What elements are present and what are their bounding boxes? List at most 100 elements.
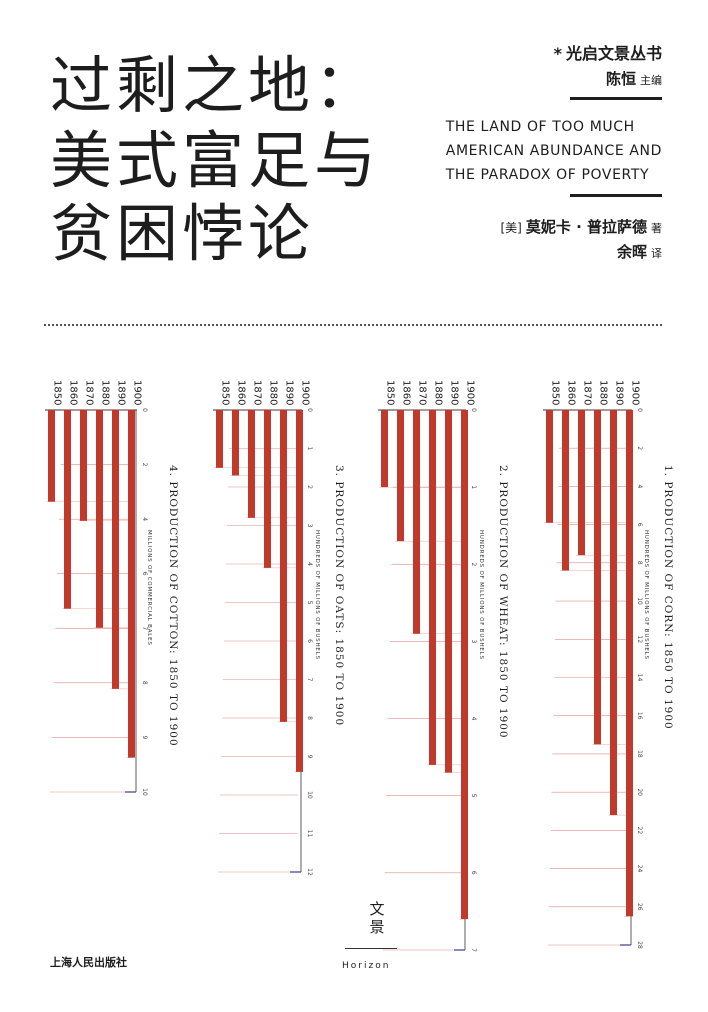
chart-2-ylabel: HUNDREDS OF MILLIONS OF BUSHELS	[314, 530, 320, 660]
chart-3-category-label: 1850	[385, 380, 396, 405]
chart-3-tick-label: 1	[470, 485, 477, 489]
chart-2-category-label: 1850	[220, 380, 231, 405]
chart-2-tick-label: 3	[306, 524, 313, 528]
chart-3-category-label: 1890	[449, 380, 460, 405]
chart-2-tick-label: 6	[306, 639, 313, 643]
author-credit: [美] 莫妮卡 · 普拉萨德著	[500, 216, 662, 237]
chart-4-category-label: 1900	[630, 380, 641, 405]
chart-4-bar	[546, 410, 553, 523]
author-role: 著	[651, 222, 662, 235]
chart-4-tick-label: 0	[636, 408, 643, 412]
editor-name: 陈恒	[605, 70, 636, 88]
chart-3-bar	[397, 410, 404, 542]
publisher-name: 上海人民出版社	[50, 956, 127, 969]
chart-4-category-label: 1850	[550, 380, 561, 405]
chart-3-bar	[461, 410, 468, 920]
chart-4-tick-label: 2	[636, 446, 643, 450]
chart-4-tick-label: 22	[636, 827, 643, 835]
dotted-separator	[44, 324, 662, 326]
asterisk-icon: *	[553, 44, 562, 63]
english-title-line-3: THE PARADOX OF POVERTY	[445, 167, 650, 183]
chart-2-tick-label: 10	[306, 791, 313, 799]
chart-3-ylabel: HUNDREDS OF MILLIONS OF BUSHELS	[478, 530, 484, 660]
chart-1-tick-label: 4	[141, 517, 148, 521]
chart-1-tick-label: 7	[141, 626, 148, 630]
chart-1-category-label: 1870	[84, 380, 95, 405]
chart-1-tick-label: 9	[141, 736, 148, 740]
chart-1-tick-label: 10	[141, 788, 148, 796]
chart-1-category-label: 1850	[52, 380, 63, 405]
chart-1-category-label: 1860	[68, 380, 79, 405]
chart-2-category-label: 1880	[268, 380, 279, 405]
chart-4-category-label: 1880	[598, 380, 609, 405]
series-label: * 光启文景丛书	[554, 40, 662, 64]
chart-3-tick-label: 5	[470, 794, 477, 798]
chart-2-tick-label: 5	[306, 601, 313, 605]
chart-3-category-label: 1880	[433, 380, 444, 405]
chart-1-bar	[128, 410, 135, 758]
chart-3-tick-label: 4	[470, 717, 477, 721]
chart-4-category-label: 1890	[614, 380, 625, 405]
title-line-1: 过剩之地：	[50, 49, 381, 122]
chart-4-tick-label: 6	[636, 523, 643, 527]
chart-4-bar	[562, 410, 569, 571]
chart-1-bar	[96, 410, 103, 628]
chart-4-bar	[578, 410, 585, 556]
chart-1-title: 4. PRODUCTION OF COTTON: 1850 TO 1900	[167, 465, 179, 747]
english-title-line-1: THE LAND OF TOO MUCH	[445, 119, 635, 135]
chart-2-tick-label: 12	[306, 868, 313, 876]
chart-2-tick-label: 1	[306, 447, 313, 451]
chart-1-category-label: 1890	[116, 380, 127, 405]
chart-1-bar	[64, 410, 71, 609]
chart-2-tick-label: 11	[306, 830, 313, 838]
translator-role: 译	[651, 247, 662, 260]
chart-3-bar	[445, 410, 452, 773]
chart-3-tick-label: 7	[470, 948, 477, 952]
chart-3-bar	[413, 410, 420, 634]
chart-3-title: 2. PRODUCTION OF WHEAT: 1850 TO 1900	[497, 465, 509, 739]
chart-3-bar	[381, 410, 388, 488]
chart-3-tick-label: 6	[470, 871, 477, 875]
chart-2-bar	[296, 410, 303, 772]
chart-4-tick-label: 26	[636, 903, 643, 911]
english-title: THE LAND OF TOO MUCH AMERICAN ABUNDANCE …	[446, 115, 662, 187]
chart-1-bar	[112, 410, 119, 689]
chart-2-bar	[248, 410, 255, 518]
chart-2-category-label: 1890	[284, 380, 295, 405]
editor-credit: 陈恒 主编	[606, 68, 662, 89]
chart-4-category-label: 1860	[566, 380, 577, 405]
editor-role: 主编	[640, 74, 662, 87]
chart-4-title: 1. PRODUCTION OF CORN: 1850 TO 1900	[662, 465, 674, 730]
chart-3-tick-label: 3	[470, 640, 477, 644]
chart-2-tick-label: 8	[306, 716, 313, 720]
chart-4-tick-label: 12	[636, 635, 643, 643]
divider-top	[570, 97, 662, 100]
chart-1-category-label: 1880	[100, 380, 111, 405]
chart-3-bar	[429, 410, 436, 765]
chart-3-tick-label: 2	[470, 562, 477, 566]
chart-3-category-label: 1860	[401, 380, 412, 405]
chart-4-tick-label: 18	[636, 750, 643, 758]
chart-1-bar	[80, 410, 87, 521]
author-name: 莫妮卡 · 普拉萨德	[525, 218, 647, 236]
chart-2-category-label: 1870	[252, 380, 263, 405]
chart-2-bar	[264, 410, 271, 568]
chart-4-tick-label: 20	[636, 788, 643, 796]
chart-2-bar	[216, 410, 223, 468]
chart-1-tick-label: 0	[141, 408, 148, 412]
english-title-line-2: AMERICAN ABUNDANCE AND	[445, 143, 662, 159]
chart-4-bar	[594, 410, 601, 745]
translator-credit: 余晖译	[617, 241, 662, 262]
chart-4-tick-label: 24	[636, 865, 643, 873]
translator-name: 余晖	[616, 243, 647, 261]
chart-4-category-label: 1870	[582, 380, 593, 405]
chart-4-tick-label: 16	[636, 712, 643, 720]
chart-1-ylabel: MILLIONS OF COMMERCIAL BALES	[146, 530, 152, 646]
chart-4-bar	[626, 410, 633, 917]
chart-4-bar	[610, 410, 617, 816]
chart-2-tick-label: 2	[306, 485, 313, 489]
chart-1-tick-label: 2	[141, 463, 148, 467]
chart-4-tick-label: 10	[636, 597, 643, 605]
chart-2-tick-label: 0	[306, 408, 313, 412]
